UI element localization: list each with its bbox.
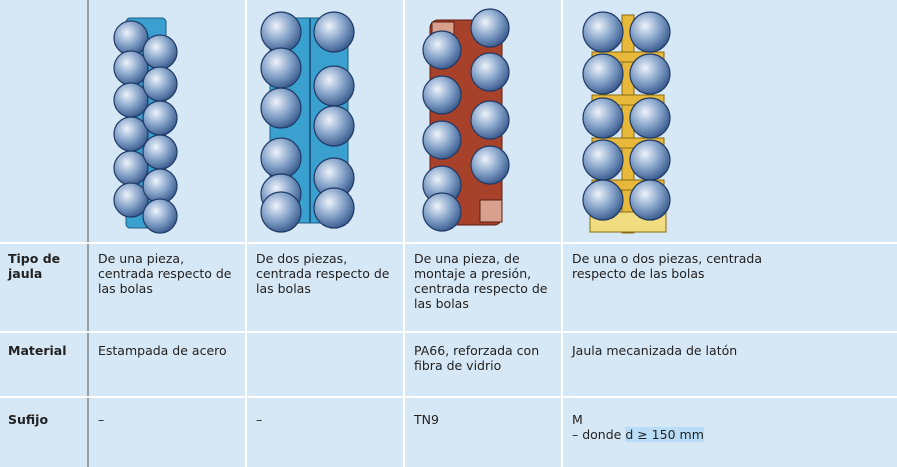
ball: [142, 198, 178, 234]
cage-tab: [479, 199, 503, 223]
ball: [142, 100, 178, 136]
ball: [470, 52, 510, 92]
cell: De dos piezas, centrada respecto de las …: [256, 251, 390, 296]
cell: TN9: [414, 412, 439, 427]
ball: [629, 53, 671, 95]
ball: [470, 100, 510, 140]
ball: [470, 145, 510, 185]
row-header: Material: [8, 343, 67, 358]
cell: Jaula mecanizada de latón: [572, 343, 738, 358]
ball: [113, 182, 149, 218]
cage-arm: [591, 94, 665, 106]
ball: [260, 191, 302, 233]
note: – donde: [572, 427, 626, 442]
ball: [422, 30, 462, 70]
row-header: Sufijo: [8, 412, 49, 427]
ball: [260, 11, 302, 53]
ball: [422, 192, 462, 232]
ball: [142, 34, 178, 70]
cell: De una pieza, de montaje a presión, cent…: [414, 251, 548, 311]
ball: [260, 47, 302, 89]
row-header: Tipo de jaula: [8, 251, 61, 281]
cell: M – donde d ≥ 150 mm: [572, 412, 872, 442]
cell: –: [98, 412, 105, 427]
cell: –: [256, 412, 263, 427]
cell: PA66, reforzada con fibra de vidrio: [414, 343, 540, 373]
ball: [582, 139, 624, 181]
ball: [582, 179, 624, 221]
ball: [629, 139, 671, 181]
ball: [582, 11, 624, 53]
ball: [470, 8, 510, 48]
ball: [629, 11, 671, 53]
ball: [142, 66, 178, 102]
ball: [142, 168, 178, 204]
ball: [142, 134, 178, 170]
note-highlight: d ≥ 150 mm: [625, 427, 704, 442]
ball: [422, 120, 462, 160]
ball: [422, 75, 462, 115]
ball: [260, 137, 302, 179]
ball: [260, 87, 302, 129]
cell: Estampada de acero: [98, 343, 227, 358]
ball: [582, 97, 624, 139]
suffix: M: [572, 412, 583, 427]
ball: [313, 105, 355, 147]
ball: [629, 97, 671, 139]
ball: [629, 179, 671, 221]
ball: [313, 65, 355, 107]
ball: [582, 53, 624, 95]
ball: [313, 187, 355, 229]
ball: [313, 11, 355, 53]
cell: De una o dos piezas, centrada respecto d…: [572, 251, 763, 281]
cell: De una pieza, centrada respecto de las b…: [98, 251, 232, 296]
